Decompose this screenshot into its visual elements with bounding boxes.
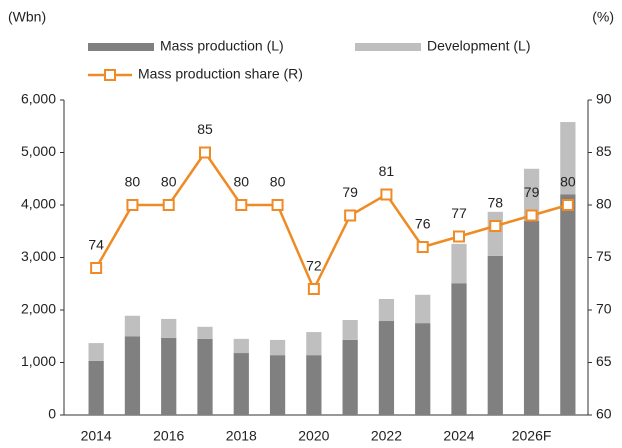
y2-tick-label: 65: [596, 353, 612, 369]
bar: [306, 355, 322, 415]
marker: [453, 230, 465, 243]
legend-swatch: [88, 43, 154, 51]
marker: [380, 188, 393, 201]
marker: [344, 209, 357, 222]
x-tick-label: 2018: [226, 428, 257, 444]
marker: [199, 146, 211, 159]
legend-swatch: [355, 43, 421, 51]
y2-tick-label: 60: [596, 406, 612, 422]
data-label: 74: [88, 237, 104, 253]
y-tick-label: 5,000: [21, 143, 56, 159]
bar: [523, 168, 540, 221]
data-label: 85: [197, 121, 213, 137]
bar: [342, 339, 358, 415]
marker: [162, 199, 175, 211]
bar: [378, 321, 395, 415]
marker: [489, 220, 502, 232]
marker: [235, 199, 248, 211]
bar: [560, 122, 576, 195]
x-tick-label: 2016: [153, 428, 184, 444]
bar: [523, 220, 540, 415]
y-tick-label: 1,000: [21, 353, 56, 369]
marker: [126, 199, 139, 211]
x-tick-label: 2020: [298, 428, 329, 444]
data-label: 81: [379, 163, 395, 179]
bar: [487, 211, 503, 256]
y2-tick-label: 90: [596, 91, 612, 107]
y-tick-label: 0: [48, 406, 56, 422]
data-label: 79: [524, 184, 540, 200]
bar: [451, 243, 467, 284]
bar: [197, 338, 213, 415]
bar: [487, 255, 503, 415]
marker: [271, 199, 284, 211]
y2-unit: (%): [592, 9, 614, 25]
data-label: 80: [270, 174, 286, 190]
data-label: 80: [233, 174, 249, 190]
bar: [124, 336, 141, 415]
x-tick-label: 2026F: [512, 428, 552, 444]
y2-tick-label: 85: [596, 143, 612, 159]
bar: [306, 332, 322, 356]
legend-marker: [104, 69, 116, 81]
bar: [269, 339, 286, 356]
data-label: 76: [415, 216, 431, 232]
x-tick-label: 2024: [443, 428, 474, 444]
y2-tick-label: 75: [596, 248, 612, 264]
bar: [88, 343, 104, 361]
y-tick-label: 4,000: [21, 196, 56, 212]
bar: [342, 319, 358, 340]
marker: [416, 241, 429, 253]
y-tick-label: 3,000: [21, 248, 56, 264]
line: [95, 150, 569, 292]
data-label: 72: [306, 258, 322, 274]
legend-label: Development (L): [427, 38, 531, 54]
x-tick-label: 2022: [371, 428, 402, 444]
bar: [124, 315, 141, 337]
data-label: 77: [451, 205, 467, 221]
y-unit: (Wbn): [8, 9, 46, 25]
data-label: 80: [560, 174, 576, 190]
y-tick-label: 6,000: [21, 91, 56, 107]
legend-label: Mass production share (R): [138, 66, 303, 82]
y2-tick-label: 70: [596, 301, 612, 317]
bar: [233, 353, 249, 415]
data-label: 79: [342, 184, 358, 200]
bar: [269, 355, 286, 415]
marker: [90, 262, 103, 274]
x-tick-label: 2014: [81, 428, 112, 444]
bar: [197, 326, 213, 339]
y2-tick-label: 80: [596, 196, 612, 212]
bar: [233, 338, 249, 354]
bar: [415, 323, 431, 415]
marker: [307, 283, 320, 295]
data-label: 80: [125, 174, 141, 190]
bar: [88, 360, 104, 415]
bar: [415, 294, 431, 324]
data-label: 80: [161, 174, 177, 190]
y-tick-label: 2,000: [21, 301, 56, 317]
bar: [560, 194, 576, 415]
bar: [451, 283, 467, 415]
marker: [525, 209, 538, 222]
bar: [161, 337, 177, 415]
data-label: 78: [487, 195, 503, 211]
legend-label: Mass production (L): [160, 38, 284, 54]
bar: [378, 298, 395, 322]
bar: [161, 318, 177, 338]
marker: [561, 199, 574, 211]
